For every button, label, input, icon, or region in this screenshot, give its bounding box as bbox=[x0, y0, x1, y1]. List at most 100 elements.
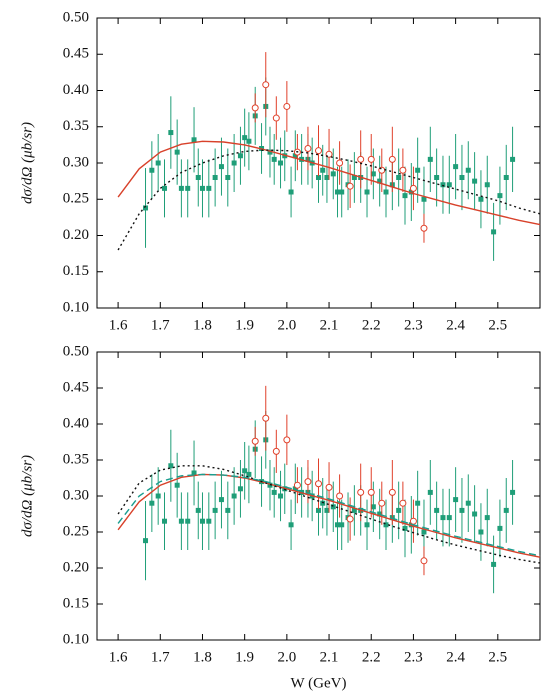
data-point bbox=[427, 156, 433, 162]
x-tick-label: 2.3 bbox=[404, 649, 423, 665]
data-point bbox=[324, 507, 330, 513]
data-point bbox=[484, 182, 490, 188]
y-tick-label: 0.40 bbox=[63, 415, 89, 431]
y-tick-label: 0.20 bbox=[63, 559, 89, 575]
x-tick-label: 1.7 bbox=[151, 317, 170, 333]
data-point bbox=[320, 500, 326, 506]
data-point bbox=[237, 486, 243, 492]
y-tick-label: 0.30 bbox=[63, 154, 89, 170]
data-point bbox=[396, 507, 402, 513]
y-tick-label: 0.10 bbox=[63, 299, 89, 315]
data-point bbox=[453, 497, 459, 503]
data-point bbox=[415, 167, 421, 173]
data-point bbox=[246, 138, 252, 144]
x-tick-label: 1.6 bbox=[109, 317, 128, 333]
x-tick-label: 1.6 bbox=[109, 649, 128, 665]
y-tick-label: 0.40 bbox=[63, 82, 89, 98]
data-point bbox=[191, 470, 197, 476]
data-point bbox=[155, 160, 161, 166]
data-point bbox=[242, 135, 248, 141]
data-point bbox=[242, 468, 248, 474]
data-point bbox=[367, 488, 375, 496]
data-point bbox=[402, 525, 408, 531]
data-point bbox=[267, 149, 273, 155]
data-point bbox=[293, 481, 301, 489]
data-point bbox=[272, 114, 280, 122]
data-point bbox=[388, 155, 396, 163]
x-tick-label: 2.2 bbox=[362, 649, 381, 665]
data-point bbox=[218, 497, 224, 503]
x-tick-label: 2.4 bbox=[446, 317, 465, 333]
data-point bbox=[267, 482, 273, 488]
x-tick-label: 2.1 bbox=[320, 317, 339, 333]
data-point bbox=[330, 504, 336, 510]
data-point bbox=[149, 500, 155, 506]
data-point bbox=[271, 156, 277, 162]
x-tick-label: 1.9 bbox=[235, 649, 254, 665]
data-point bbox=[346, 515, 354, 523]
data-point bbox=[453, 164, 459, 170]
data-point bbox=[510, 489, 516, 495]
data-point bbox=[272, 447, 280, 455]
y-tick-label: 0.15 bbox=[63, 595, 89, 611]
data-point bbox=[231, 493, 237, 499]
data-point bbox=[330, 171, 336, 177]
data-point bbox=[364, 522, 370, 528]
data-point bbox=[351, 507, 357, 513]
data-point bbox=[459, 507, 465, 513]
data-point bbox=[225, 175, 231, 180]
data-point bbox=[251, 437, 259, 445]
x-tick-label: 1.8 bbox=[193, 649, 212, 665]
y-tick-label: 0.15 bbox=[63, 263, 89, 279]
data-point bbox=[377, 511, 383, 517]
data-point bbox=[497, 193, 503, 199]
y-tick-label: 0.35 bbox=[63, 118, 89, 134]
data-point bbox=[378, 499, 386, 507]
curve bbox=[117, 465, 541, 564]
data-point bbox=[370, 171, 376, 177]
x-tick-label: 2.1 bbox=[320, 649, 339, 665]
data-point bbox=[478, 196, 484, 202]
data-point bbox=[292, 486, 298, 492]
y-tick-label: 0.25 bbox=[63, 523, 89, 539]
data-point bbox=[465, 500, 471, 506]
data-point bbox=[262, 414, 270, 422]
y-tick-label: 0.30 bbox=[63, 487, 89, 503]
data-point bbox=[491, 229, 497, 235]
y-tick-label: 0.45 bbox=[63, 379, 89, 395]
data-point bbox=[199, 185, 205, 191]
y-tick-label: 0.25 bbox=[63, 191, 89, 207]
data-point bbox=[503, 175, 509, 180]
data-point bbox=[364, 189, 370, 195]
data-point bbox=[339, 189, 345, 195]
data-point bbox=[434, 175, 440, 180]
x-tick-label: 1.7 bbox=[151, 649, 170, 665]
data-point bbox=[420, 224, 428, 232]
data-point bbox=[334, 189, 340, 195]
data-point bbox=[334, 522, 340, 528]
data-point bbox=[199, 518, 205, 524]
data-point bbox=[288, 189, 294, 195]
data-point bbox=[421, 196, 427, 202]
data-point bbox=[195, 175, 201, 180]
data-point bbox=[304, 478, 312, 486]
y-tick-label: 0.10 bbox=[63, 631, 89, 647]
data-point bbox=[409, 517, 417, 525]
data-point bbox=[178, 185, 184, 191]
data-point bbox=[324, 175, 330, 180]
data-point bbox=[459, 175, 465, 180]
data-point bbox=[251, 104, 259, 112]
data-point bbox=[143, 538, 149, 544]
data-point bbox=[478, 529, 484, 535]
y-tick-label: 0.35 bbox=[63, 451, 89, 467]
data-point bbox=[325, 483, 333, 491]
data-point bbox=[262, 81, 270, 89]
data-point bbox=[351, 175, 357, 180]
data-point bbox=[396, 175, 402, 180]
x-tick-label: 2.4 bbox=[446, 649, 465, 665]
data-point bbox=[191, 137, 197, 143]
curve bbox=[117, 473, 541, 557]
y-tick-label: 0.45 bbox=[63, 46, 89, 62]
data-point bbox=[357, 155, 365, 163]
data-point bbox=[149, 167, 155, 173]
